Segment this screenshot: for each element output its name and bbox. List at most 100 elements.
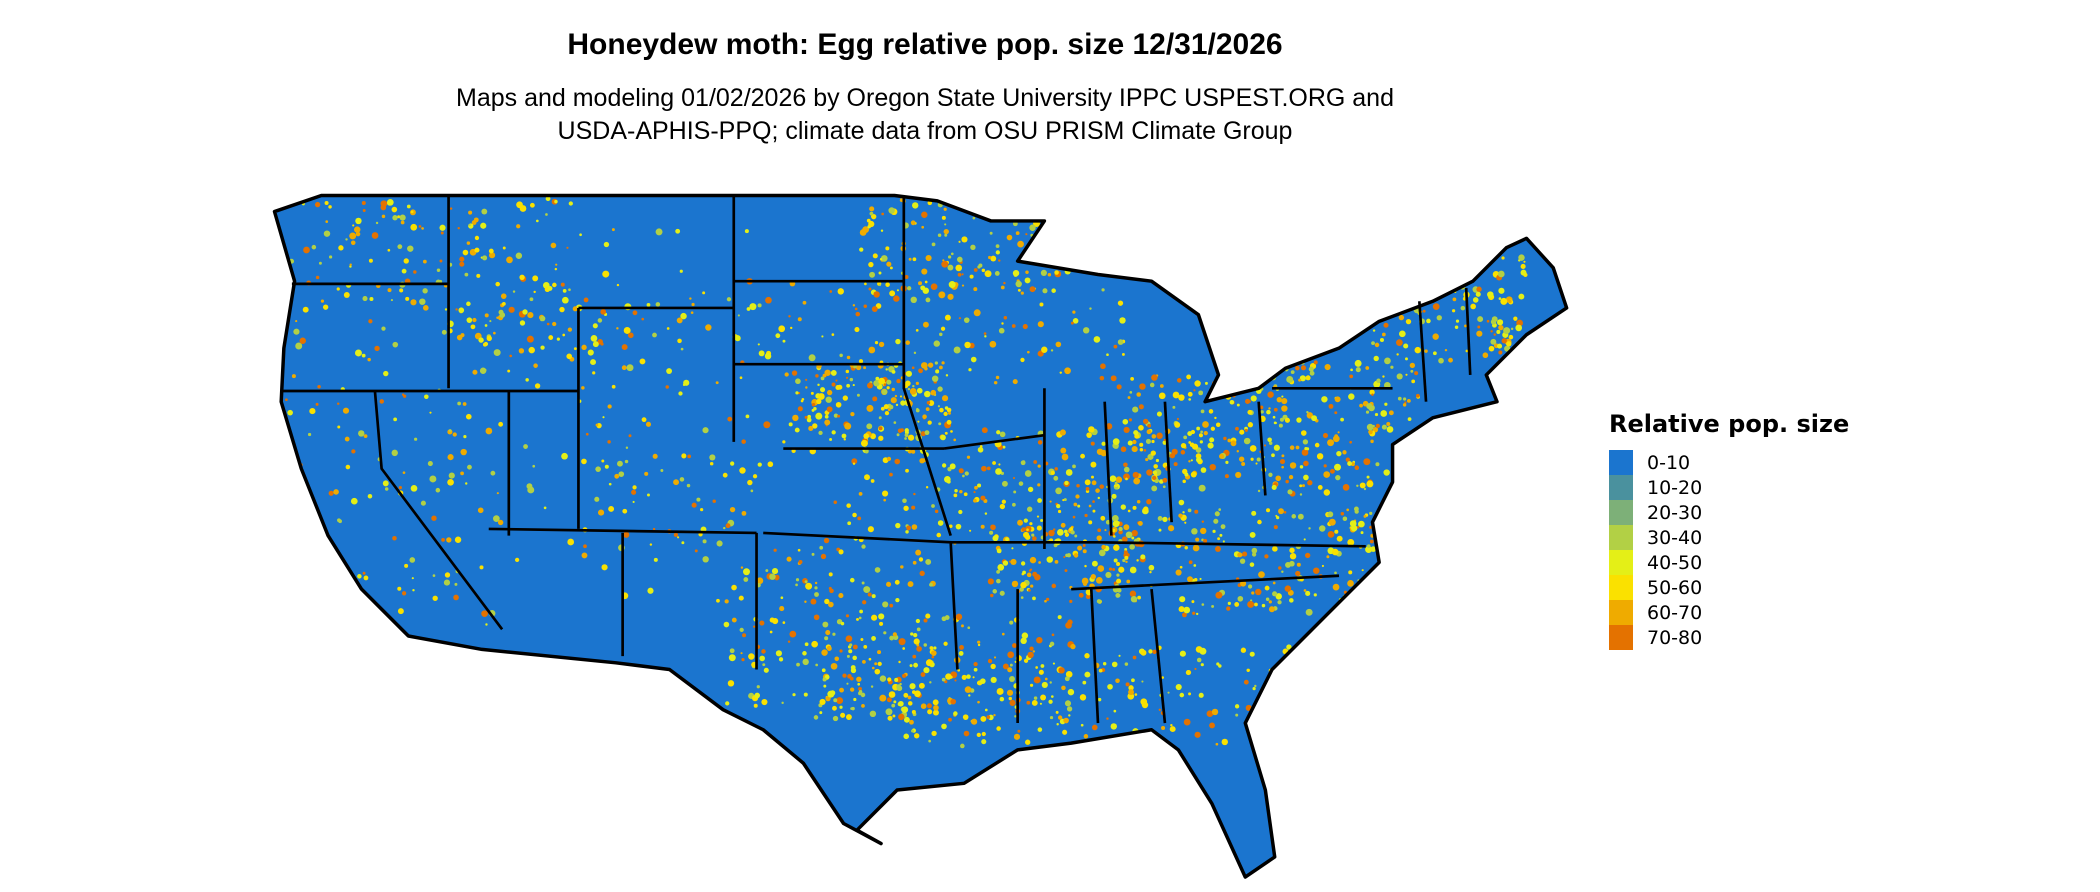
raster-cell: [1024, 277, 1031, 284]
raster-cell: [1446, 265, 1453, 272]
raster-cell: [452, 432, 457, 437]
raster-cell: [820, 387, 826, 393]
raster-cell: [829, 437, 833, 441]
raster-cell: [264, 570, 268, 574]
raster-cell: [1148, 649, 1153, 654]
raster-cell: [1178, 513, 1183, 518]
raster-cell: [769, 630, 773, 634]
raster-cell: [914, 690, 921, 698]
raster-cell: [309, 407, 316, 415]
raster-cell: [849, 643, 853, 647]
raster-cell: [925, 659, 933, 667]
raster-cell: [833, 500, 838, 504]
raster-cell: [911, 709, 916, 714]
raster-cell: [1381, 591, 1385, 595]
raster-cell: [466, 190, 469, 193]
raster-cell: [1085, 486, 1090, 491]
raster-cell: [383, 370, 389, 377]
raster-cell: [404, 563, 409, 568]
raster-cell: [1168, 525, 1175, 532]
raster-cell: [1360, 531, 1364, 535]
raster-cell: [1247, 600, 1255, 608]
raster-cell: [1490, 330, 1493, 333]
raster-cell: [961, 236, 968, 243]
raster-cell: [402, 471, 406, 475]
raster-cell: [369, 184, 374, 189]
raster-cell: [758, 350, 765, 357]
raster-cell: [1037, 483, 1041, 487]
raster-cell: [1330, 468, 1335, 474]
raster-cell: [1175, 569, 1182, 576]
raster-cell: [1113, 344, 1118, 349]
raster-cell: [236, 700, 243, 707]
raster-cell: [1291, 739, 1297, 744]
raster-cell: [795, 378, 801, 385]
raster-cell: [677, 338, 682, 344]
raster-cell: [880, 406, 885, 411]
raster-cell: [1169, 452, 1176, 459]
raster-cell: [375, 149, 380, 154]
raster-cell: [861, 581, 865, 585]
raster-cell: [984, 270, 992, 278]
raster-cell: [493, 515, 500, 522]
raster-cell: [878, 284, 881, 287]
raster-cell: [1454, 325, 1459, 329]
raster-cell: [1131, 678, 1135, 683]
raster-cell: [455, 308, 458, 311]
raster-cell: [1029, 286, 1036, 293]
raster-cell: [1029, 522, 1033, 526]
raster-cell: [1348, 393, 1355, 400]
raster-cell: [1064, 700, 1072, 707]
raster-cell: [1198, 433, 1203, 438]
raster-cell: [916, 407, 919, 411]
raster-cell: [977, 640, 981, 644]
raster-cell: [884, 410, 890, 416]
raster-cell: [1268, 606, 1275, 613]
raster-cell: [1115, 593, 1121, 598]
raster-cell: [1301, 449, 1309, 456]
raster-cell: [1229, 399, 1235, 405]
raster-cell: [1410, 369, 1414, 373]
raster-cell: [945, 374, 949, 377]
raster-cell: [1238, 375, 1242, 380]
raster-cell: [1359, 482, 1366, 489]
raster-cell: [909, 388, 917, 395]
raster-cell: [856, 393, 860, 397]
raster-cell: [779, 606, 785, 612]
raster-cell: [1251, 552, 1257, 557]
raster-cell: [791, 370, 798, 376]
raster-cell: [757, 462, 762, 467]
raster-cell: [1069, 599, 1073, 603]
raster-cell: [923, 667, 930, 674]
raster-cell: [837, 414, 841, 418]
raster-cell: [891, 369, 896, 374]
raster-cell: [1188, 441, 1192, 444]
raster-cell: [1207, 442, 1214, 449]
raster-cell: [867, 592, 872, 597]
raster-cell: [750, 489, 754, 493]
raster-cell: [1032, 571, 1038, 577]
raster-cell: [1506, 341, 1512, 347]
raster-cell: [1255, 588, 1262, 596]
raster-cell: [1432, 303, 1440, 310]
raster-cell: [392, 341, 399, 348]
raster-cell: [1162, 516, 1168, 523]
raster-cell: [756, 577, 764, 585]
raster-cell: [932, 699, 939, 706]
raster-cell: [870, 479, 875, 483]
raster-cell: [238, 255, 243, 260]
raster-cell: [490, 470, 496, 476]
raster-cell: [1091, 480, 1097, 486]
raster-cell: [822, 373, 827, 378]
raster-cell: [1009, 663, 1013, 667]
raster-cell: [1251, 547, 1258, 554]
legend-label: 20-30: [1647, 501, 1703, 524]
raster-cell: [920, 672, 926, 677]
raster-cell: [1221, 738, 1228, 746]
raster-cell: [1106, 717, 1109, 720]
raster-cell: [904, 433, 909, 438]
raster-cell: [1518, 254, 1525, 261]
raster-cell: [923, 643, 927, 647]
raster-cell: [931, 504, 935, 508]
raster-cell: [1057, 509, 1062, 514]
